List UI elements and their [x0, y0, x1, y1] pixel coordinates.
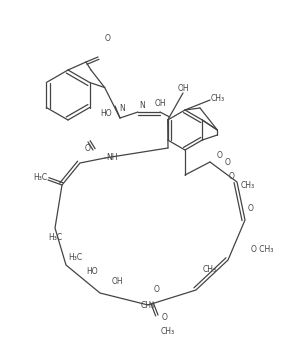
Text: O: O	[217, 150, 223, 159]
Text: H₃C: H₃C	[33, 172, 47, 181]
Text: O: O	[85, 144, 91, 152]
Text: O CH₃: O CH₃	[251, 246, 273, 255]
Text: O: O	[248, 204, 254, 213]
Text: O: O	[154, 286, 160, 295]
Text: OH: OH	[177, 83, 189, 92]
Text: HO: HO	[86, 267, 98, 276]
Text: O: O	[162, 314, 168, 323]
Text: CH₃: CH₃	[161, 327, 175, 336]
Text: CH₃: CH₃	[211, 93, 225, 102]
Text: N: N	[139, 100, 145, 109]
Text: NH: NH	[106, 152, 118, 161]
Text: CH₃: CH₃	[141, 300, 155, 309]
Text: HO: HO	[100, 108, 112, 118]
Text: O: O	[229, 171, 235, 180]
Text: O: O	[225, 158, 231, 167]
Text: H₃C: H₃C	[48, 233, 62, 241]
Text: OH: OH	[154, 99, 166, 108]
Text: O: O	[105, 33, 111, 42]
Text: OH: OH	[111, 277, 123, 286]
Text: N: N	[119, 104, 125, 112]
Text: CH₃: CH₃	[241, 180, 255, 189]
Text: CH₃: CH₃	[203, 266, 217, 275]
Text: H₃C: H₃C	[68, 254, 82, 263]
